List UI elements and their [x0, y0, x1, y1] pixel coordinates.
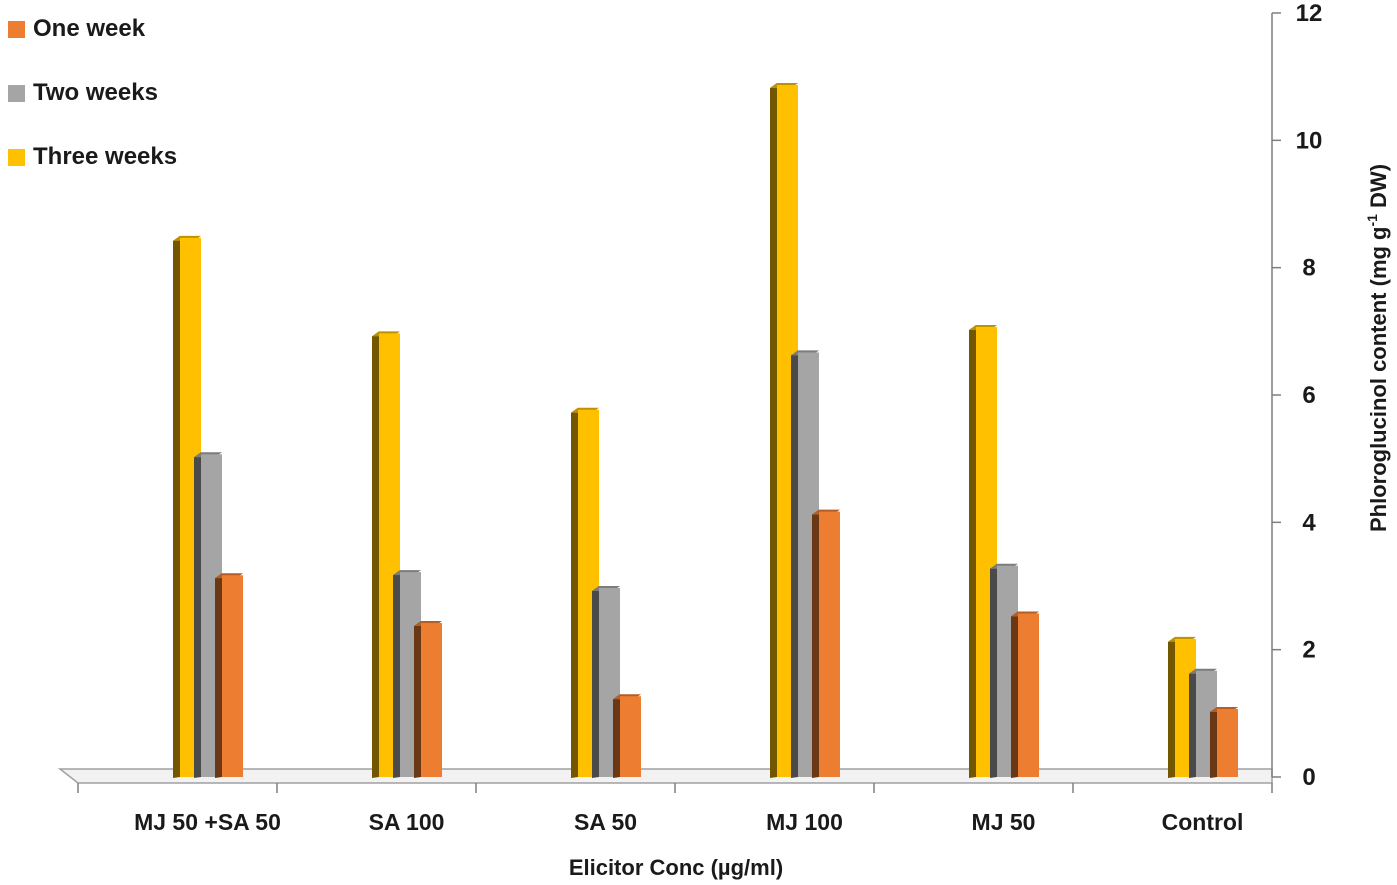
x-tick-label: SA 50	[574, 809, 637, 835]
bar-side-face	[990, 563, 997, 778]
bar-side-face	[613, 694, 620, 778]
bar-side-face	[1210, 706, 1217, 778]
y-tick-label: 0	[1302, 764, 1315, 791]
x-tick-label: MJ 100	[766, 809, 843, 835]
bar-side-face	[414, 621, 421, 778]
bar-side-face	[770, 83, 777, 779]
bar-front-face	[421, 623, 442, 777]
x-axis-title: Elicitor Conc (µg/ml)	[569, 855, 783, 880]
bar-one-week-5	[1011, 611, 1039, 778]
bar-one-week-6	[1210, 706, 1238, 778]
bar-one-week-3	[613, 694, 641, 778]
bar-side-face	[372, 331, 379, 778]
x-tick-label: SA 100	[369, 809, 445, 835]
legend-swatch	[8, 148, 25, 166]
bar-side-face	[194, 452, 201, 778]
bars-group	[173, 83, 1238, 779]
legend-label: Two weeks	[33, 79, 158, 106]
y-tick-label: 4	[1302, 509, 1316, 536]
bar-side-face	[1189, 668, 1196, 778]
y-axis: 0 2 4 6 8 10 12	[1271, 0, 1323, 791]
bar-one-week-2	[414, 621, 442, 778]
legend-swatch	[8, 20, 25, 38]
bar-front-face	[1217, 708, 1238, 777]
bar-side-face	[393, 570, 400, 778]
bar-front-face	[1018, 613, 1039, 777]
legend-label: Three weeks	[33, 143, 178, 170]
bar-front-face	[819, 511, 840, 777]
y-tick-label: 10	[1296, 127, 1323, 154]
bar-front-face	[620, 696, 641, 777]
y-tick-label: 2	[1302, 637, 1315, 664]
x-tick-label: MJ 50	[972, 809, 1036, 835]
bar-side-face	[592, 586, 599, 778]
bar-one-week-4	[812, 509, 840, 778]
x-tick-label: MJ 50 +SA 50	[134, 809, 281, 835]
bar-side-face	[1011, 611, 1018, 778]
bar-front-face	[222, 575, 243, 777]
x-axis: MJ 50 +SA 50 SA 100 SA 50 MJ 100 MJ 50 Contro…	[77, 783, 1273, 835]
bar-side-face	[1168, 636, 1175, 778]
y-tick-label: 8	[1302, 255, 1315, 282]
legend-item-three-weeks: Three weeks	[8, 142, 177, 172]
legend-swatch	[8, 84, 25, 102]
bar-one-week-1	[215, 573, 243, 778]
y-tick-label: 6	[1302, 382, 1315, 409]
y-tick-label: 12	[1296, 0, 1323, 27]
legend-item-one-week: One week	[8, 14, 177, 44]
y-axis-title: Phloroglucinol content (mg g-1 DW)	[1364, 164, 1391, 532]
legend-label: One week	[33, 15, 146, 42]
x-tick-label: Control	[1162, 809, 1244, 835]
bar-side-face	[571, 407, 578, 778]
bar-side-face	[969, 324, 976, 778]
bar-side-face	[791, 350, 798, 778]
bar-side-face	[812, 509, 819, 778]
legend: One week Two weeks Three weeks	[8, 14, 177, 206]
bar-side-face	[173, 235, 180, 779]
legend-item-two-weeks: Two weeks	[8, 78, 177, 108]
bar-side-face	[215, 573, 222, 778]
